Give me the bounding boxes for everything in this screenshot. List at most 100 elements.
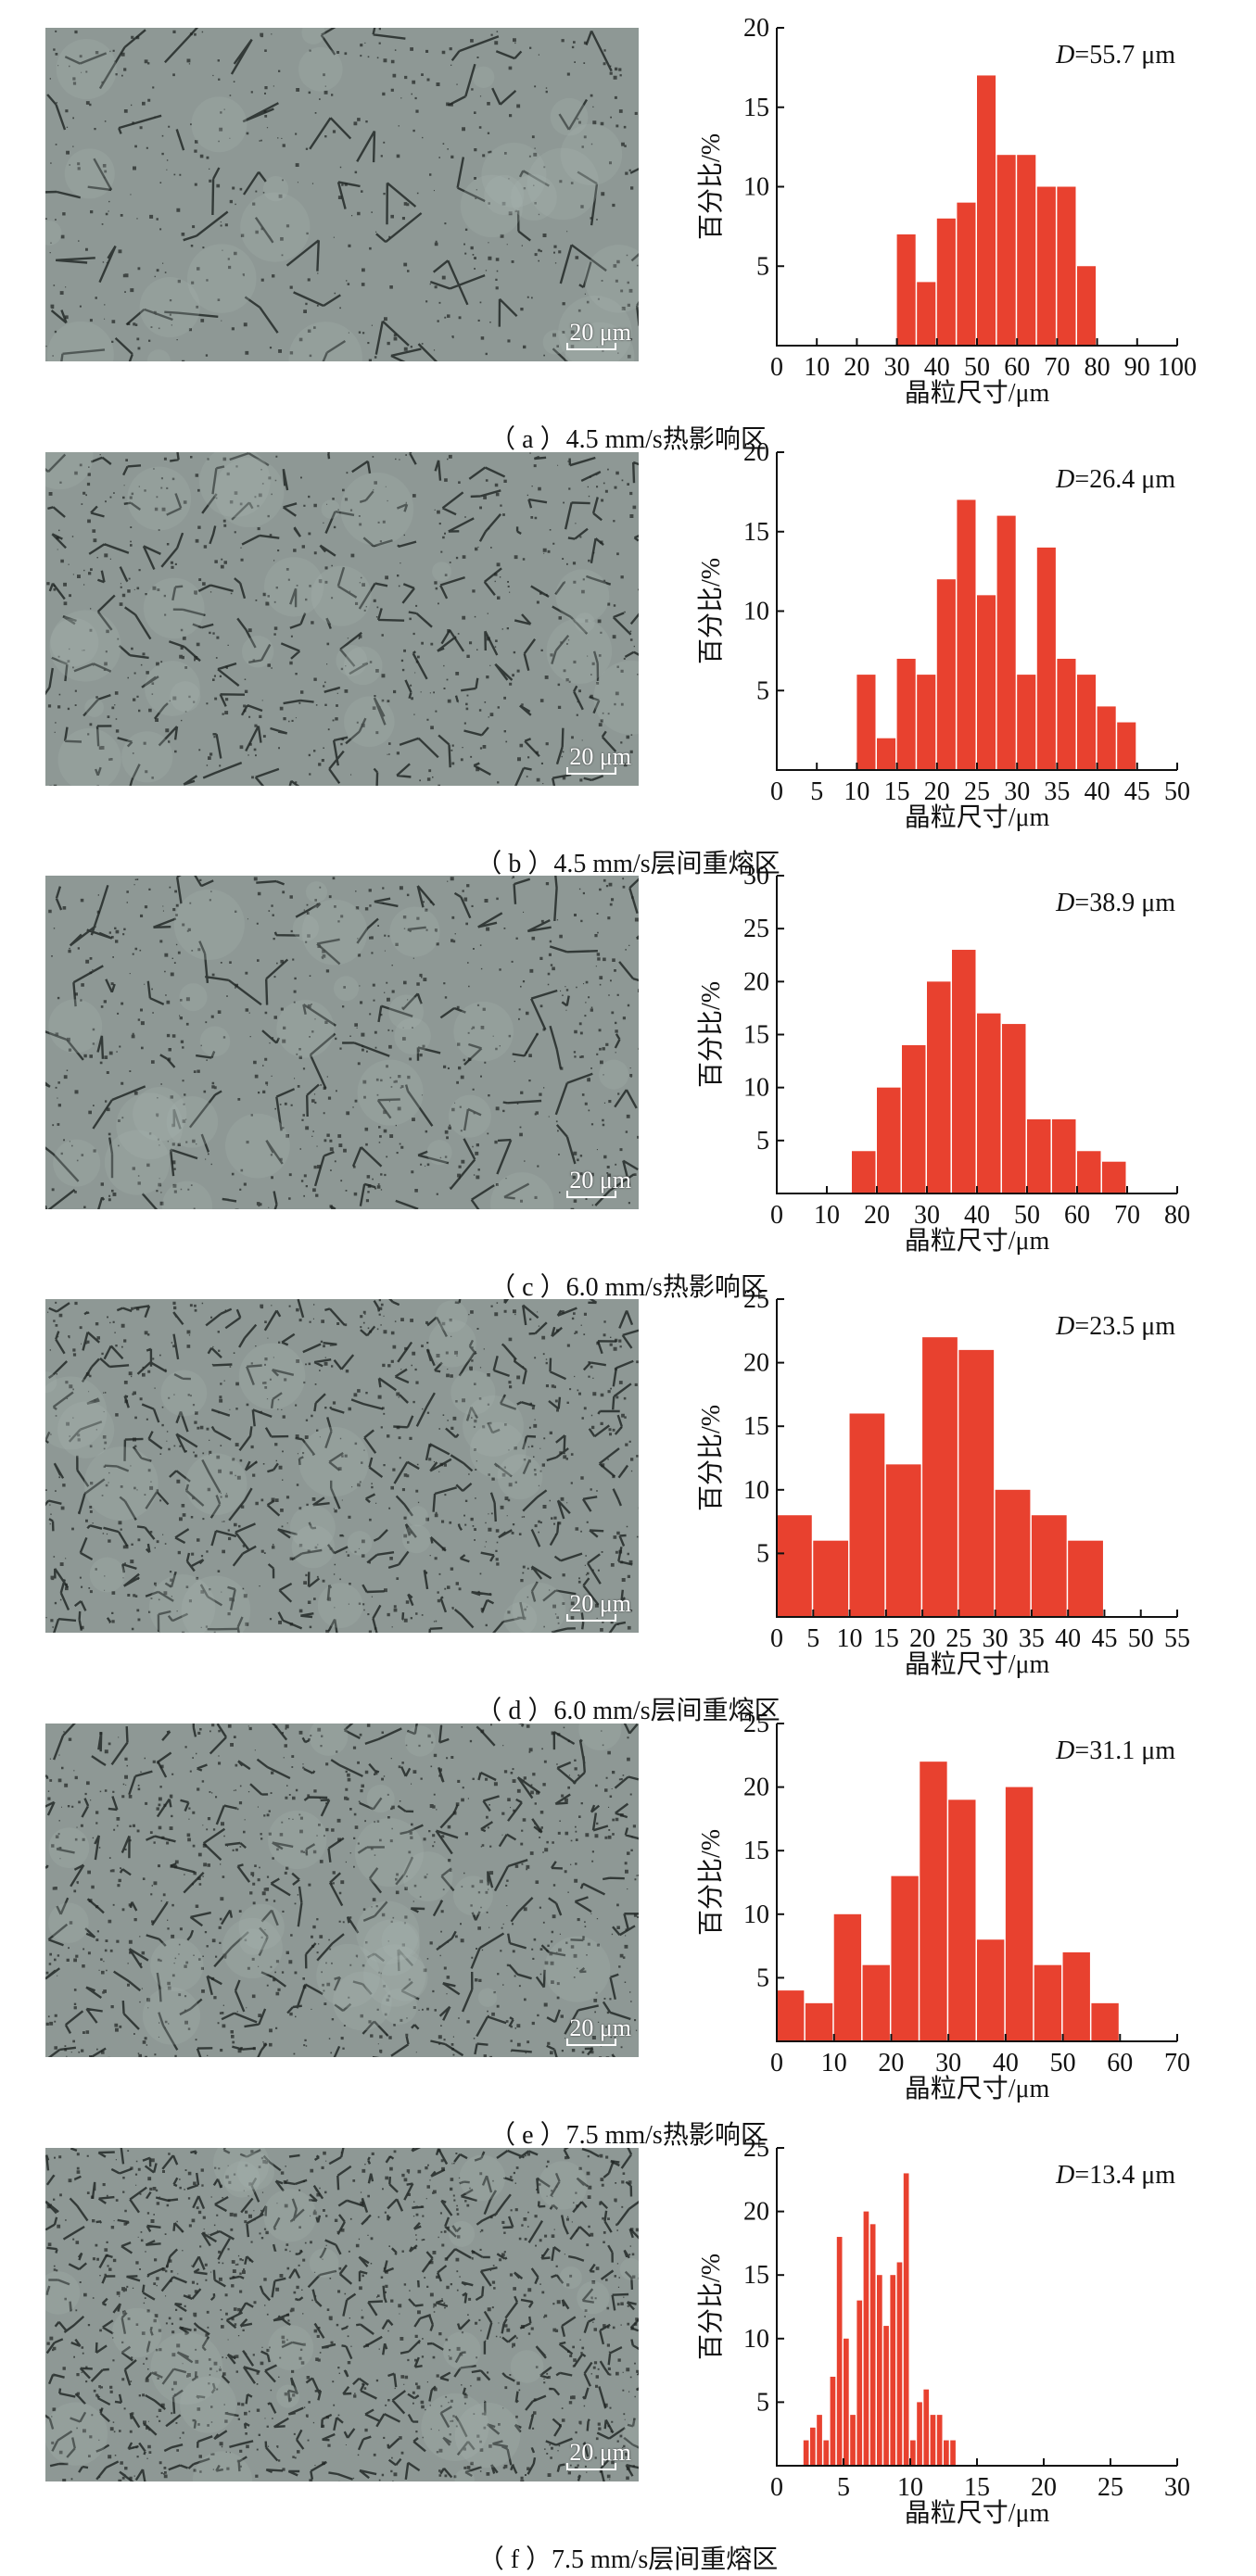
- mean-size-annotation: D=38.9 μm: [1055, 889, 1175, 917]
- histogram-bar: [1002, 1024, 1026, 1193]
- histogram-chart: 5 10 15 20 25 0 5 10 15 20 25 30 晶粒尺寸/μm 百分比/% D=13.4 …: [640, 2128, 1233, 2528]
- x-tick-label: 40: [924, 353, 950, 382]
- x-tick-label: 30: [1004, 777, 1030, 806]
- x-tick-label: 5: [810, 777, 823, 806]
- histogram-bar: [1077, 1151, 1101, 1193]
- figure-panel: 20 μm 5 10 15 20 25 0 5 10 15 20 25 30 晶粒尺寸/μm 百分比/% D=…: [0, 2134, 1256, 2574]
- histogram-bar: [936, 579, 956, 770]
- x-tick-label: 40: [1055, 1624, 1081, 1653]
- figure-panel: 20 μm 5 10 15 20 25 30 0 10 20 30 40 50 60 70 80 晶粒尺寸/μm…: [0, 862, 1256, 1302]
- y-axis-label: 百分比/%: [696, 558, 726, 664]
- x-tick-label: 5: [806, 1624, 819, 1653]
- y-tick-label: 5: [756, 252, 769, 281]
- histogram-bar: [1036, 547, 1056, 770]
- x-tick-label: 30: [983, 1624, 1009, 1653]
- x-tick-label: 25: [1097, 2473, 1123, 2502]
- x-axis-label: 晶粒尺寸/μm: [905, 802, 1050, 832]
- x-tick-label: 0: [770, 1201, 783, 1230]
- histogram-bar: [1017, 155, 1036, 346]
- y-tick-label: 25: [743, 1710, 769, 1738]
- histogram-bar: [930, 2415, 936, 2466]
- histogram-bar: [957, 202, 976, 346]
- x-tick-label: 10: [814, 1201, 840, 1230]
- histogram-bar: [936, 2415, 943, 2466]
- histogram-bar: [950, 2440, 956, 2466]
- histogram-bar: [936, 218, 956, 346]
- y-tick-label: 5: [756, 1127, 769, 1155]
- x-tick-label: 70: [1114, 1201, 1140, 1230]
- histogram-chart: 5 10 15 20 25 30 0 10 20 30 40 50 60 70 80 晶粒尺寸/μm 百分比/%…: [640, 855, 1233, 1256]
- x-tick-label: 45: [1124, 777, 1150, 806]
- x-tick-label: 50: [1050, 2049, 1076, 2077]
- figure-panel: 20 μm 5 10 15 20 25 0 10 20 30 40 50 60 70 晶粒尺寸/μm 百分比/…: [0, 1710, 1256, 2150]
- histogram-bar: [896, 234, 916, 346]
- histogram-bar: [1031, 1515, 1067, 1617]
- y-tick-label: 10: [743, 2325, 769, 2354]
- histogram-bar: [1057, 186, 1076, 346]
- x-tick-label: 45: [1091, 1624, 1117, 1653]
- x-tick-label: 0: [770, 777, 783, 806]
- y-tick-label: 15: [743, 1412, 769, 1441]
- y-tick-label: 15: [743, 94, 769, 122]
- histogram-bar: [883, 2326, 889, 2466]
- y-tick-label: 10: [743, 598, 769, 626]
- x-tick-label: 40: [993, 2049, 1019, 2077]
- scale-bar-label: 20 μm: [569, 2439, 631, 2466]
- y-tick-label: 15: [743, 1021, 769, 1050]
- x-tick-label: 100: [1158, 353, 1197, 382]
- x-tick-label: 20: [924, 777, 950, 806]
- y-tick-label: 25: [743, 2134, 769, 2163]
- x-tick-label: 0: [770, 353, 783, 382]
- x-tick-label: 20: [844, 353, 869, 382]
- histogram-bar: [1005, 1787, 1034, 2041]
- histogram-bar: [977, 1939, 1005, 2041]
- histogram-bar: [849, 1413, 885, 1617]
- histogram-bar: [813, 1540, 849, 1617]
- scale-bar: [566, 343, 616, 350]
- x-axis-label: 晶粒尺寸/μm: [905, 1226, 1050, 1256]
- x-tick-label: 10: [804, 353, 830, 382]
- mean-size-annotation: D=13.4 μm: [1055, 2161, 1175, 2190]
- scale-bar-label: 20 μm: [569, 743, 631, 770]
- histogram-chart: 5 10 15 20 25 0 5 10 15 20 25 30 35 40 45 50 55 晶粒尺寸/μm 百分…: [640, 1279, 1233, 1679]
- histogram-bar: [852, 1151, 876, 1193]
- y-axis-label: 百分比/%: [696, 133, 726, 240]
- mean-size-annotation: D=26.4 μm: [1055, 465, 1175, 494]
- histogram-bar: [1017, 675, 1036, 770]
- histogram-bar: [902, 1044, 926, 1193]
- x-tick-label: 20: [878, 2049, 904, 2077]
- x-tick-label: 70: [1164, 2049, 1190, 2077]
- x-tick-label: 20: [1031, 2473, 1057, 2502]
- histogram-bar: [944, 2440, 949, 2466]
- y-tick-label: 20: [743, 14, 769, 43]
- histogram-bar: [896, 658, 916, 770]
- histogram-bar: [957, 499, 976, 770]
- histogram-bar: [877, 738, 896, 770]
- figure-panel: 20 μm 5 10 15 20 0 10 20 30 40 50 60 70 80 90 100 晶粒尺寸/μ…: [0, 14, 1256, 454]
- micrograph-image: 20 μm: [45, 2148, 639, 2481]
- histogram-bar: [850, 2415, 856, 2466]
- histogram-bar: [1068, 1540, 1103, 1617]
- x-tick-label: 35: [1019, 1624, 1045, 1653]
- mean-size-annotation: D=31.1 μm: [1055, 1736, 1175, 1765]
- x-tick-label: 40: [1085, 777, 1110, 806]
- histogram-bar: [1102, 1161, 1126, 1193]
- histogram-bar: [836, 2237, 843, 2466]
- histogram-bar: [977, 595, 996, 770]
- scale-bar: [566, 2463, 616, 2470]
- x-tick-label: 15: [884, 777, 910, 806]
- x-tick-label: 0: [770, 2473, 783, 2502]
- x-axis-label: 晶粒尺寸/μm: [905, 2498, 1050, 2528]
- panel-caption: （ a ）4.5 mm/s热影响区: [489, 425, 767, 454]
- histogram-bar: [917, 675, 936, 770]
- histogram-bar: [977, 75, 996, 346]
- micrograph-image: 20 μm: [45, 876, 639, 1209]
- x-tick-label: 25: [945, 1624, 971, 1653]
- x-tick-label: 10: [844, 777, 869, 806]
- x-tick-label: 15: [873, 1624, 899, 1653]
- histogram-bar: [923, 2389, 930, 2466]
- x-tick-label: 80: [1085, 353, 1110, 382]
- histogram-bar: [830, 2376, 836, 2466]
- histogram-bar: [817, 2415, 822, 2466]
- histogram-bar: [1062, 1951, 1090, 2041]
